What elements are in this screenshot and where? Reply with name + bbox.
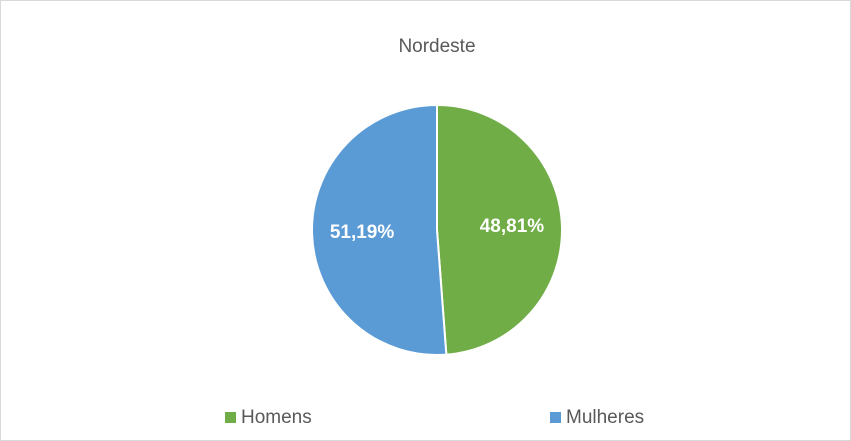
chart-title: Nordeste	[398, 36, 475, 57]
data-label: 48,81%	[480, 216, 545, 237]
pie-slice	[311, 103, 448, 356]
data-label: 51,19%	[330, 222, 395, 243]
legend-swatch	[550, 412, 561, 423]
legend-label: Mulheres	[566, 407, 644, 428]
legend-swatch	[225, 412, 236, 423]
legend-label: Homens	[241, 407, 312, 428]
pie-slice	[436, 103, 563, 356]
